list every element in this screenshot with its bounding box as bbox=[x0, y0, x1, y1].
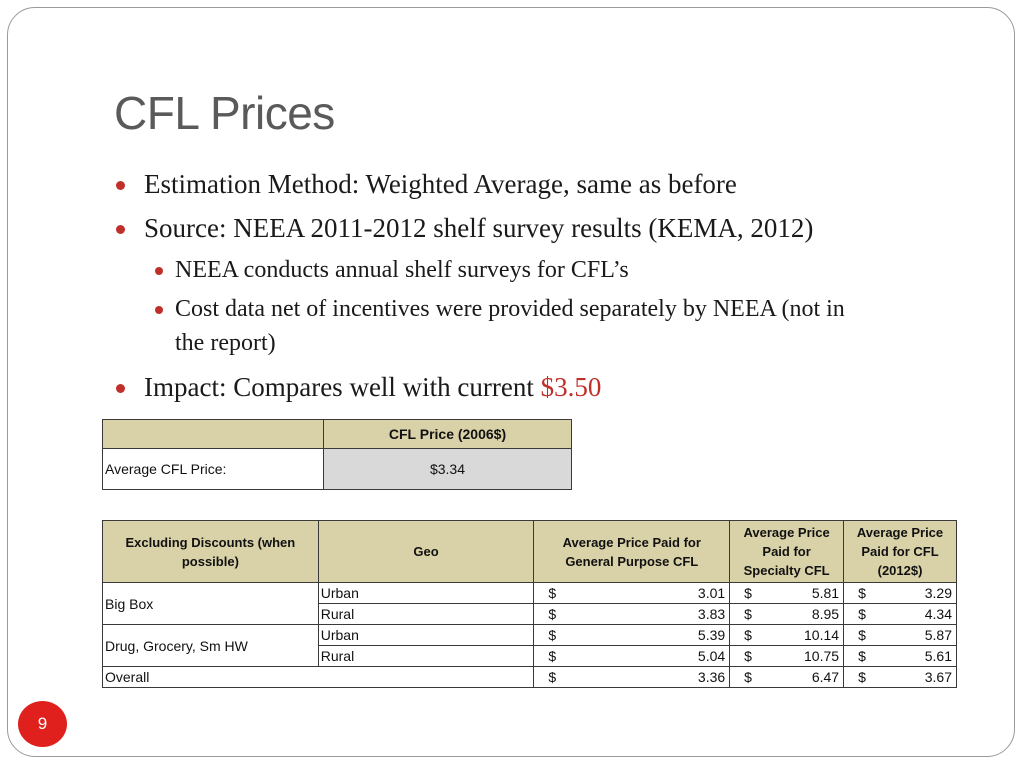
price-value: 8.95 bbox=[811, 606, 840, 622]
table-row-value: $3.34 bbox=[323, 448, 572, 490]
currency-symbol: $ bbox=[548, 648, 557, 664]
price-value: 10.75 bbox=[804, 648, 840, 664]
table-header-cell: CFL Price (2006$) bbox=[323, 419, 572, 449]
currency-symbol: $ bbox=[548, 585, 557, 601]
cfl-2012-price-cell: $5.87 bbox=[843, 624, 957, 646]
bullet-dot-icon bbox=[155, 306, 163, 314]
price-value: 5.61 bbox=[924, 648, 952, 664]
bullet-source: Source: NEEA 2011-2012 shelf survey resu… bbox=[116, 213, 814, 244]
price-value: 5.87 bbox=[924, 627, 952, 643]
table-row: Rural $3.83 $8.95 $4.34 bbox=[103, 603, 957, 625]
column-header-specialty: Average Price Paid for Specialty CFL bbox=[729, 520, 845, 583]
general-price-cell: $3.01 bbox=[533, 582, 731, 604]
bullet-text: Source: NEEA 2011-2012 shelf survey resu… bbox=[144, 213, 814, 243]
bullet-text: Impact: Compares well with current bbox=[144, 372, 541, 402]
bullet-dot-icon bbox=[155, 267, 163, 275]
specialty-price-cell: $10.75 bbox=[729, 645, 845, 667]
table-row: Rural $5.04 $10.75 $5.61 bbox=[103, 645, 957, 667]
group-label: Drug, Grocery, Sm HW bbox=[102, 624, 319, 667]
sub-bullet-neea-surveys: NEEA conducts annual shelf surveys for C… bbox=[155, 257, 629, 284]
general-price-cell: $5.39 bbox=[533, 624, 731, 646]
currency-symbol: $ bbox=[858, 648, 866, 664]
sub-bullet-cost-data-continued: the report) bbox=[175, 330, 276, 357]
currency-symbol: $ bbox=[858, 585, 866, 601]
cfl-2012-price-cell: $3.67 bbox=[843, 666, 957, 688]
bullet-text: the report) bbox=[175, 330, 276, 356]
overall-row: Overall $3.36 $6.47 $3.67 bbox=[101, 666, 957, 688]
geo-cell: Urban bbox=[317, 624, 535, 646]
price-value: 5.04 bbox=[697, 648, 726, 664]
bullet-dot-icon bbox=[116, 181, 125, 190]
currency-symbol: $ bbox=[858, 669, 866, 685]
currency-symbol: $ bbox=[744, 585, 752, 601]
specialty-price-cell: $10.14 bbox=[729, 624, 845, 646]
currency-symbol: $ bbox=[548, 669, 557, 685]
slide-title: CFL Prices bbox=[114, 87, 335, 139]
bullet-text: Cost data net of incentives were provide… bbox=[175, 296, 845, 322]
currency-symbol: $ bbox=[744, 627, 752, 643]
column-header-general: Average Price Paid for General Purpose C… bbox=[533, 520, 731, 583]
bullet-estimation-method: Estimation Method: Weighted Average, sam… bbox=[116, 169, 737, 200]
currency-symbol: $ bbox=[858, 627, 866, 643]
price-value: 5.81 bbox=[811, 585, 840, 601]
table-header-row: CFL Price (2006$) bbox=[102, 419, 572, 449]
currency-symbol: $ bbox=[744, 669, 752, 685]
price-value: 3.67 bbox=[924, 669, 952, 685]
specialty-price-cell: $6.47 bbox=[729, 666, 845, 688]
price-breakdown-table: Excluding Discounts (when possible) Geo … bbox=[101, 520, 957, 688]
sub-bullet-cost-data: Cost data net of incentives were provide… bbox=[155, 296, 845, 323]
column-header-cfl-2012: Average Price Paid for CFL (2012$) bbox=[843, 520, 957, 583]
bullet-dot-icon bbox=[116, 384, 125, 393]
currency-symbol: $ bbox=[744, 606, 752, 622]
overall-label: Overall bbox=[101, 666, 535, 688]
price-value: 5.39 bbox=[697, 627, 726, 643]
price-value: 3.01 bbox=[697, 585, 726, 601]
table-header-blank bbox=[102, 419, 324, 449]
specialty-price-cell: $5.81 bbox=[729, 582, 845, 604]
cfl-price-table: CFL Price (2006$) Average CFL Price: $3.… bbox=[102, 419, 572, 490]
column-header-discounts: Excluding Discounts (when possible) bbox=[102, 520, 319, 583]
column-header-geo: Geo bbox=[317, 520, 535, 583]
table-row: Drug, Grocery, Sm HW Urban $5.39 $10.14 $5.8… bbox=[102, 624, 957, 667]
geo-cell: Rural bbox=[317, 603, 535, 625]
currency-symbol: $ bbox=[744, 648, 752, 664]
price-value: 10.14 bbox=[804, 627, 840, 643]
price-value: 6.47 bbox=[811, 669, 840, 685]
general-price-cell: $5.04 bbox=[533, 645, 731, 667]
currency-symbol: $ bbox=[858, 606, 866, 622]
price-value: 4.34 bbox=[924, 606, 952, 622]
currency-symbol: $ bbox=[548, 627, 557, 643]
current-price-highlight: $3.50 bbox=[540, 372, 602, 402]
table-row-label: Average CFL Price: bbox=[102, 448, 324, 490]
specialty-price-cell: $8.95 bbox=[729, 603, 845, 625]
general-price-cell: $3.83 bbox=[533, 603, 731, 625]
cfl-2012-price-cell: $4.34 bbox=[843, 603, 957, 625]
price-value: 3.29 bbox=[924, 585, 952, 601]
currency-symbol: $ bbox=[548, 606, 557, 622]
cfl-2012-price-cell: $5.61 bbox=[843, 645, 957, 667]
bullet-impact: Impact: Compares well with current $3.50 bbox=[116, 372, 602, 403]
table-row: Average CFL Price: $3.34 bbox=[102, 448, 572, 490]
cfl-2012-price-cell: $3.29 bbox=[843, 582, 957, 604]
price-value: 3.83 bbox=[697, 606, 726, 622]
geo-cell: Urban bbox=[317, 582, 535, 604]
table-header-row: Excluding Discounts (when possible) Geo … bbox=[102, 520, 957, 583]
bullet-text: Estimation Method: Weighted Average, sam… bbox=[144, 169, 737, 199]
page-number-badge: 9 bbox=[18, 701, 67, 747]
geo-cell: Rural bbox=[317, 645, 535, 667]
bullet-dot-icon bbox=[116, 225, 125, 234]
price-value: 3.36 bbox=[697, 669, 726, 685]
table-row: Big Box Urban $3.01 $5.81 $3.29 bbox=[102, 582, 957, 625]
group-label: Big Box bbox=[102, 582, 319, 625]
bullet-text: NEEA conducts annual shelf surveys for C… bbox=[175, 257, 629, 283]
general-price-cell: $3.36 bbox=[533, 666, 731, 688]
